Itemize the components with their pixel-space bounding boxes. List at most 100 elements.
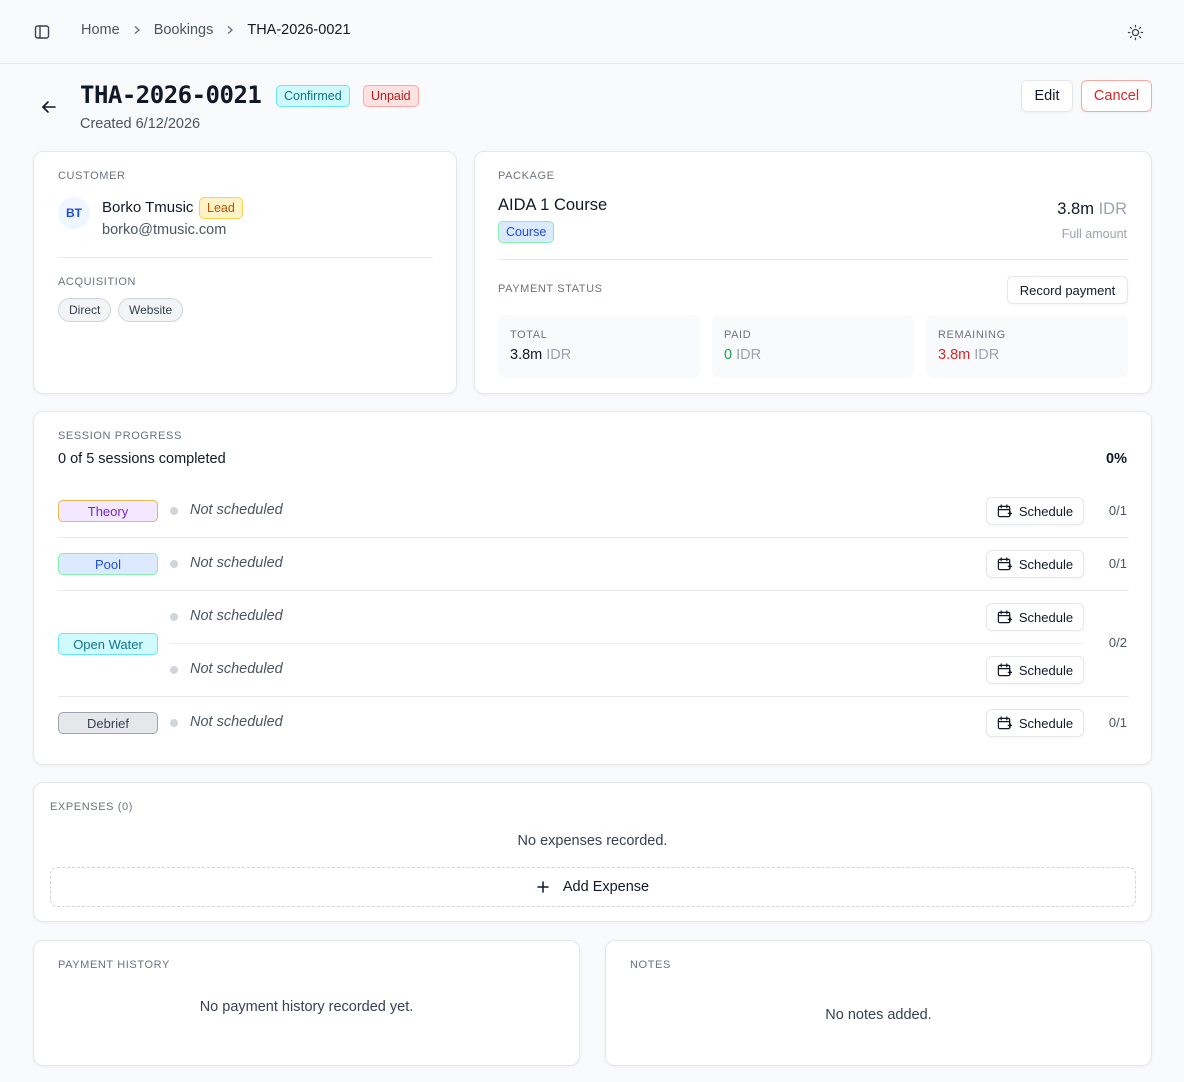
- notes-label: NOTES: [630, 959, 671, 971]
- stat-remaining-label: REMAINING: [938, 329, 1006, 341]
- avatar: BT: [58, 197, 90, 229]
- payment-history-empty: No payment history recorded yet.: [199, 999, 414, 1015]
- status-dot: [170, 560, 178, 568]
- sessions-summary: 0 of 5 sessions completed: [58, 451, 226, 467]
- expenses-section-label: EXPENSES (0): [50, 801, 134, 813]
- session-status: Not scheduled: [190, 608, 283, 624]
- status-dot: [170, 719, 178, 727]
- sun-icon[interactable]: [1127, 24, 1144, 41]
- status-badge: Confirmed: [276, 85, 350, 107]
- breadcrumb-home[interactable]: Home: [81, 22, 120, 38]
- stat-total-currency: IDR: [546, 347, 572, 363]
- calendar-plus-icon: [997, 715, 1012, 729]
- stat-remaining-amount: 3.8m: [938, 347, 971, 363]
- customer-card: CUSTOMER BT Borko Tmusic Lead borko@tmus…: [33, 151, 457, 394]
- divider: [170, 643, 1084, 644]
- created-date: Created 6/12/2026: [80, 116, 201, 132]
- package-amount-note: Full amount: [1061, 227, 1127, 241]
- calendar-plus-icon: [997, 609, 1012, 623]
- schedule-button[interactable]: Schedule: [986, 497, 1084, 525]
- stat-total: TOTAL 3.8m IDR: [498, 315, 700, 378]
- stat-paid-value: 0 IDR: [724, 347, 761, 363]
- divider: [498, 259, 1129, 260]
- stat-remaining-currency: IDR: [974, 347, 1000, 363]
- package-type-badge: Course: [498, 221, 555, 243]
- lead-badge: Lead: [199, 197, 243, 219]
- session-status: Not scheduled: [190, 502, 283, 518]
- schedule-button[interactable]: Schedule: [986, 709, 1084, 737]
- record-payment-button[interactable]: Record payment: [1007, 276, 1128, 304]
- session-count: 0/1: [1108, 556, 1127, 571]
- customer-section-label: CUSTOMER: [58, 170, 126, 182]
- chevron-right-icon: [132, 25, 142, 35]
- add-expense-button[interactable]: Add Expense: [50, 867, 1136, 907]
- schedule-label: Schedule: [1018, 662, 1074, 678]
- cancel-button[interactable]: Cancel: [1081, 80, 1152, 112]
- category-theory: Theory: [58, 500, 158, 522]
- session-progress-label: SESSION PROGRESS: [58, 430, 182, 442]
- chevron-right-icon: [225, 25, 235, 35]
- status-dot: [170, 507, 178, 515]
- sidebar-toggle-icon[interactable]: [34, 24, 50, 40]
- breadcrumb-current: THA-2026-0021: [247, 22, 351, 38]
- package-amount: 3.8m IDR: [1057, 200, 1127, 219]
- session-status: Not scheduled: [190, 555, 283, 571]
- payment-history-label: PAYMENT HISTORY: [58, 959, 170, 971]
- stat-total-amount: 3.8m: [510, 347, 543, 363]
- session-progress-card: SESSION PROGRESS 0 of 5 sessions complet…: [33, 411, 1152, 765]
- stat-total-value: 3.8m IDR: [510, 347, 571, 363]
- schedule-label: Schedule: [1018, 715, 1074, 731]
- payment-history-card: PAYMENT HISTORY No payment history recor…: [33, 940, 580, 1066]
- stat-paid-currency: IDR: [736, 347, 762, 363]
- sessions-percent: 0%: [1106, 451, 1127, 467]
- calendar-plus-icon: [997, 556, 1012, 570]
- customer-name[interactable]: Borko Tmusic: [102, 199, 194, 216]
- add-expense-label: Add Expense: [562, 879, 650, 895]
- divider: [58, 537, 1129, 538]
- payment-badge: Unpaid: [363, 85, 419, 107]
- stat-remaining: REMAINING 3.8m IDR: [926, 315, 1128, 378]
- status-dot: [170, 666, 178, 674]
- schedule-button[interactable]: Schedule: [986, 603, 1084, 631]
- stat-remaining-value: 3.8m IDR: [938, 347, 999, 363]
- divider: [58, 257, 433, 258]
- category-pool: Pool: [58, 553, 158, 575]
- breadcrumb-bookings[interactable]: Bookings: [153, 22, 214, 38]
- stat-paid-label: PAID: [724, 329, 752, 341]
- notes-empty: No notes added.: [825, 1007, 932, 1023]
- plus-icon: [537, 878, 549, 896]
- acquisition-section-label: ACQUISITION: [58, 276, 137, 288]
- package-card: PACKAGE AIDA 1 Course Course 3.8m IDR Fu…: [474, 151, 1152, 394]
- top-bar: Home Bookings THA-2026-0021: [0, 0, 1184, 64]
- category-open-water: Open Water: [58, 633, 158, 655]
- package-section-label: PACKAGE: [498, 170, 555, 182]
- schedule-button[interactable]: Schedule: [986, 550, 1084, 578]
- stat-total-label: TOTAL: [510, 329, 548, 341]
- divider: [58, 590, 1129, 591]
- divider: [58, 696, 1129, 697]
- calendar-plus-icon: [997, 503, 1012, 517]
- schedule-label: Schedule: [1018, 609, 1074, 625]
- breadcrumb: Home Bookings THA-2026-0021: [81, 22, 351, 38]
- edit-button[interactable]: Edit: [1021, 80, 1073, 112]
- page-title: THA-2026-0021: [80, 81, 262, 109]
- session-count: 0/1: [1108, 503, 1127, 518]
- acquisition-tag-website: Website: [118, 298, 184, 322]
- package-name: AIDA 1 Course: [498, 196, 608, 214]
- payment-status-label: PAYMENT STATUS: [498, 283, 603, 295]
- calendar-plus-icon: [997, 662, 1012, 676]
- session-status: Not scheduled: [190, 661, 283, 677]
- package-amount-value: 3.8m: [1057, 200, 1094, 218]
- schedule-button[interactable]: Schedule: [986, 656, 1084, 684]
- arrow-left-icon[interactable]: [40, 98, 58, 116]
- expenses-card: EXPENSES (0) No expenses recorded. Add E…: [33, 782, 1152, 922]
- session-status: Not scheduled: [190, 714, 283, 730]
- notes-card: NOTES No notes added.: [605, 940, 1152, 1066]
- customer-email: borko@tmusic.com: [102, 222, 227, 238]
- expenses-empty: No expenses recorded.: [517, 833, 668, 849]
- status-dot: [170, 613, 178, 621]
- schedule-label: Schedule: [1018, 556, 1074, 572]
- package-amount-currency: IDR: [1098, 200, 1127, 218]
- stat-paid: PAID 0 IDR: [712, 315, 914, 378]
- category-debrief: Debrief: [58, 712, 158, 734]
